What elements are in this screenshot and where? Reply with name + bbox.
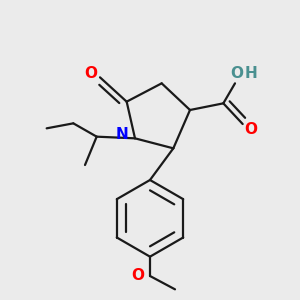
Text: O: O [230, 67, 243, 82]
Text: O: O [244, 122, 257, 137]
Text: O: O [84, 66, 97, 81]
Text: O: O [131, 268, 144, 284]
Text: H: H [244, 67, 257, 82]
Text: N: N [116, 128, 129, 142]
